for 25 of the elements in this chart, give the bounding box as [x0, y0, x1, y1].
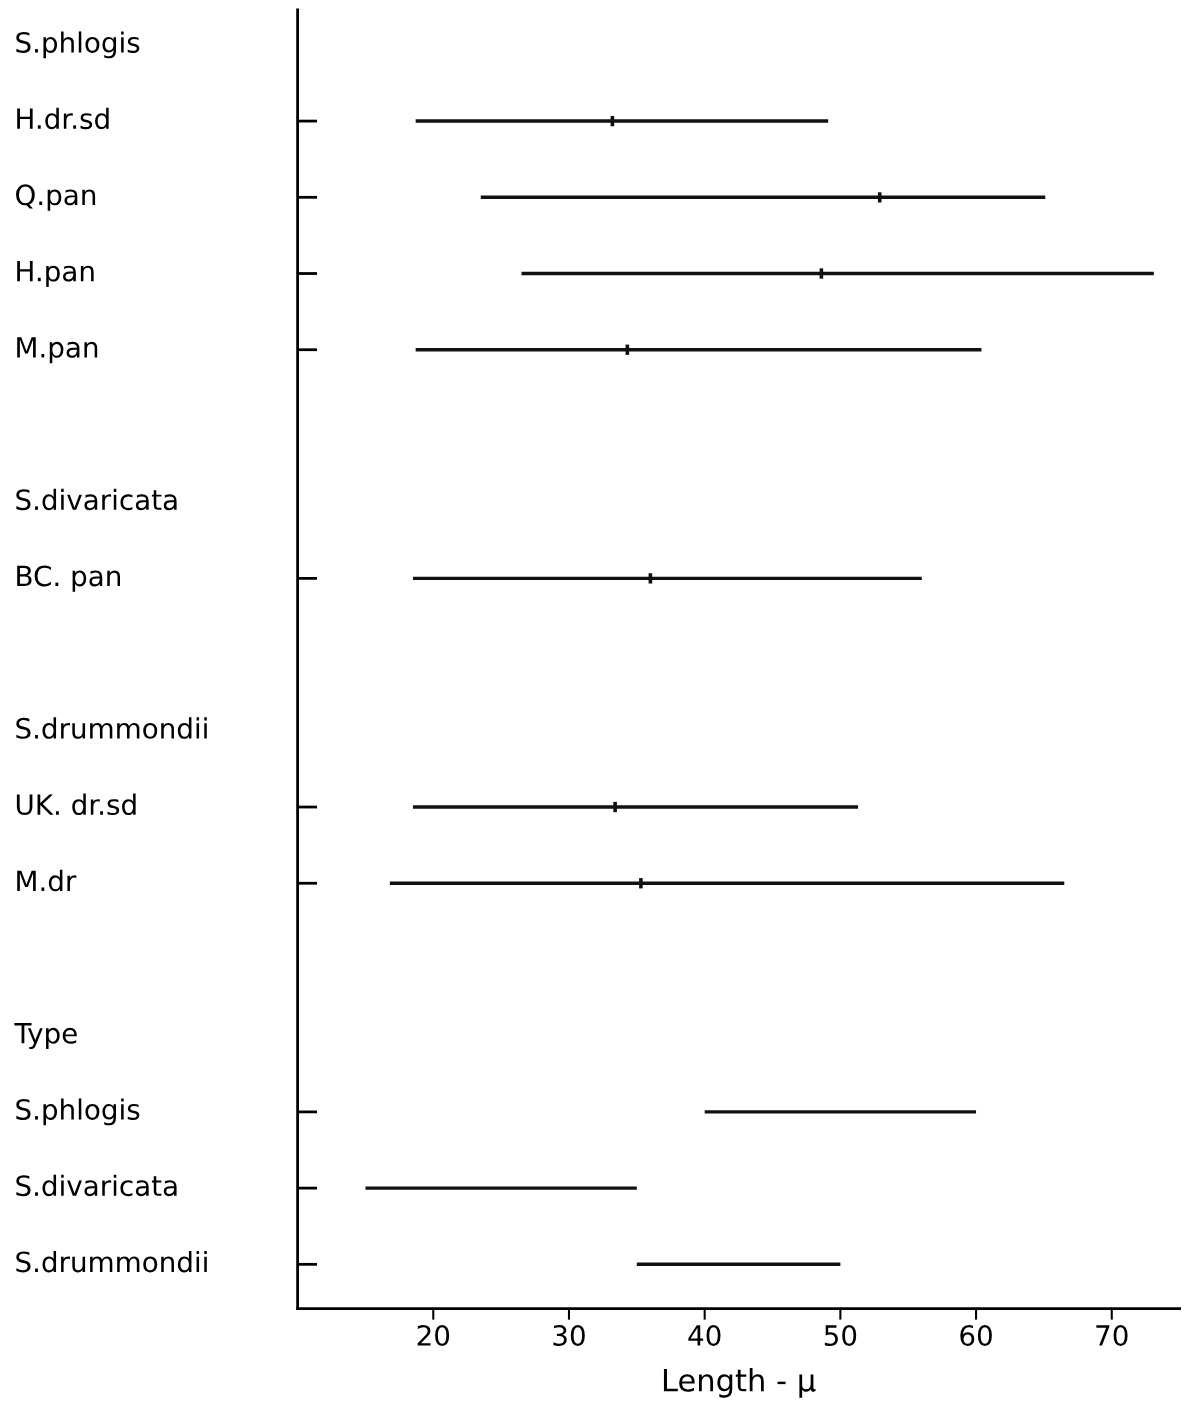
y-tick-label: M.dr — [17, 869, 77, 892]
x-tick-label: 20 — [417, 1325, 450, 1347]
bar — [365, 1186, 637, 1190]
y-tick-label: BC. pan — [17, 565, 121, 592]
bar — [415, 119, 829, 123]
y-tick-label: H.dr.sd — [17, 107, 109, 130]
y-tick-label: H.pan — [17, 260, 94, 287]
y-tick-label: Type — [14, 1023, 77, 1050]
y-tick-label: S.drummondii — [16, 717, 207, 739]
x-tick-label: 60 — [960, 1325, 992, 1347]
y-tick-label: S.divaricata — [16, 488, 177, 511]
x-axis-title: Length - μ — [663, 1368, 816, 1398]
y-tick-label: S.drummondii — [16, 1250, 207, 1273]
y-tick-label: UK. dr.sd — [16, 793, 136, 816]
bar — [412, 805, 859, 809]
x-tick-label: 50 — [824, 1325, 857, 1347]
x-tick-label: 70 — [1096, 1325, 1128, 1347]
x-tick-label: 40 — [688, 1325, 721, 1347]
y-tick-label: S.phlogis — [16, 1098, 140, 1126]
y-tick-label: S.phlogis — [16, 31, 140, 59]
y-tick-label: S.divaricata — [16, 1174, 177, 1197]
y-tick-label: Q.pan — [16, 184, 96, 211]
y-tick-label: M.pan — [17, 337, 98, 364]
x-tick-label: 30 — [553, 1325, 585, 1347]
bar — [704, 1110, 977, 1114]
